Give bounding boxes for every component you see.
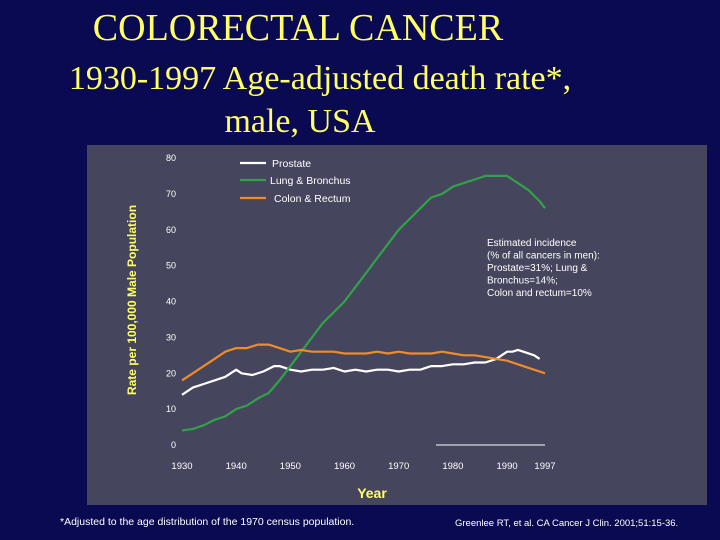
x-tick-label: 1930	[171, 461, 192, 472]
y-tick-label: 20	[166, 368, 176, 378]
annotation-line: Prostate=31%; Lung &	[487, 263, 588, 274]
series-line-2	[181, 174, 546, 432]
y-tick-label: 50	[166, 261, 176, 271]
legend-label-3: Colon & Rectum	[274, 193, 351, 205]
title-line-1: COLORECTAL CANCER	[92, 7, 504, 49]
x-tick-label: 1950	[280, 461, 301, 472]
legend-label-2: Lung & Bronchus	[270, 175, 351, 187]
title-line-2: 1930-1997 Age-adjusted death rate*,	[68, 60, 572, 97]
x-axis-label: Year	[357, 485, 387, 501]
y-tick-label: 70	[166, 189, 176, 199]
y-tick-label: 60	[166, 225, 176, 235]
series-line-3	[181, 343, 546, 382]
x-tick-label: 1997	[534, 461, 555, 472]
y-tick-label: 30	[166, 332, 176, 342]
y-tick-label: 80	[166, 153, 176, 163]
footnote: *Adjusted to the age distribution of the…	[60, 516, 355, 528]
annotation-line: (% of all cancers in men):	[487, 251, 600, 262]
legend-label-1: Prostate	[272, 158, 311, 170]
x-tick-label: 1990	[497, 461, 518, 472]
y-tick-label: 0	[171, 440, 176, 450]
annotation-line: Colon and rectum=10%	[487, 288, 592, 299]
x-tick-label: 1960	[334, 461, 355, 472]
x-tick-label: 1980	[442, 461, 463, 472]
annotation-line: Bronchus=14%;	[487, 276, 558, 287]
title-line-3: male, USA	[224, 103, 376, 140]
y-axis-label: Rate per 100,000 Male Population	[125, 205, 139, 395]
x-tick-label: 1940	[226, 461, 247, 472]
chart-panel	[87, 145, 707, 505]
citation: Greenlee RT, et al. CA Cancer J Clin. 20…	[455, 518, 679, 529]
y-tick-label: 40	[166, 297, 176, 307]
annotation-line: Estimated incidence	[487, 238, 577, 249]
y-tick-label: 10	[166, 404, 176, 414]
x-tick-label: 1970	[388, 461, 409, 472]
